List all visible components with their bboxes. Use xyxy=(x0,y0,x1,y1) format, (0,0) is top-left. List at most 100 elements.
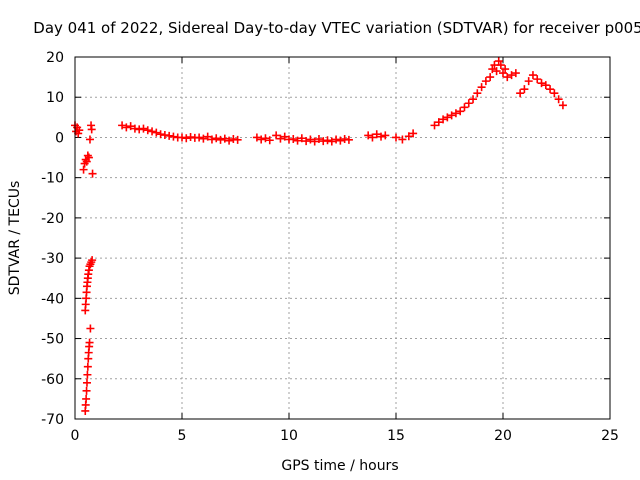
data-point xyxy=(336,136,345,145)
data-point xyxy=(86,324,95,333)
data-point xyxy=(469,95,478,104)
data-point xyxy=(261,134,270,143)
data-point xyxy=(528,71,537,80)
data-point xyxy=(143,126,152,135)
data-point xyxy=(516,89,525,98)
data-point xyxy=(182,134,191,143)
data-point xyxy=(392,133,400,142)
data-point xyxy=(499,69,507,78)
data-point xyxy=(409,129,418,138)
data-point xyxy=(306,135,315,144)
x-tick-label: 10 xyxy=(280,428,298,444)
data-point xyxy=(126,122,135,131)
data-point xyxy=(83,370,92,379)
data-point xyxy=(511,69,520,78)
y-tick-label: 20 xyxy=(46,50,64,66)
data-point xyxy=(486,73,495,82)
x-axis-label: GPS time / hours xyxy=(281,458,398,474)
data-point xyxy=(118,121,127,130)
x-tick-label: 25 xyxy=(601,428,619,444)
data-point xyxy=(501,65,510,74)
data-point xyxy=(88,256,97,265)
data-point xyxy=(212,134,221,143)
y-tick-label: -40 xyxy=(41,291,64,307)
data-point xyxy=(130,124,139,133)
data-point xyxy=(233,135,242,144)
data-point xyxy=(507,71,516,80)
data-point xyxy=(492,67,501,76)
data-point xyxy=(398,135,407,144)
data-point xyxy=(156,130,165,139)
data-point xyxy=(252,133,261,142)
tick-labels: 0 5 10 15 20 25 -70 -60 -50 -40 -30 -20 -10 0 10 20 xyxy=(41,50,619,444)
x-tick-label: 20 xyxy=(494,428,512,444)
data-point xyxy=(447,111,456,120)
data-point xyxy=(82,386,91,395)
y-tick-label: -10 xyxy=(41,171,64,187)
data-point xyxy=(229,135,238,144)
data-point xyxy=(203,132,212,141)
data-point xyxy=(558,101,567,110)
y-tick-label: -50 xyxy=(41,332,64,348)
data-point xyxy=(332,135,341,144)
data-point xyxy=(178,133,186,142)
x-tick-label: 5 xyxy=(178,428,187,444)
x-tick-label: 0 xyxy=(71,428,80,444)
y-axis-label: SDTVAR / TECUs xyxy=(7,181,23,296)
data-point xyxy=(310,137,319,146)
data-point xyxy=(293,136,302,145)
data-point xyxy=(85,135,94,144)
data-point xyxy=(160,131,169,140)
data-point xyxy=(169,132,178,141)
data-point xyxy=(340,135,349,144)
data-point xyxy=(272,131,281,140)
data-point xyxy=(297,134,306,143)
axis-ticks xyxy=(74,56,611,420)
data-point xyxy=(220,134,229,143)
data-point xyxy=(488,65,497,74)
data-point xyxy=(554,95,563,104)
data-point xyxy=(550,89,559,98)
data-point xyxy=(122,123,131,132)
data-point xyxy=(85,338,94,347)
data-point xyxy=(537,79,546,88)
data-point xyxy=(195,133,204,142)
data-point xyxy=(82,378,91,387)
data-point xyxy=(207,135,216,144)
data-point xyxy=(79,165,88,174)
data-point xyxy=(503,73,512,82)
data-point xyxy=(280,132,289,141)
data-point xyxy=(377,132,386,141)
data-point xyxy=(524,77,533,86)
data-point xyxy=(314,135,323,144)
data-point xyxy=(327,137,336,146)
data-point xyxy=(289,135,298,144)
data-point xyxy=(135,125,144,134)
data-point xyxy=(368,133,377,142)
data-point xyxy=(323,136,332,145)
data-point xyxy=(165,131,174,140)
data-point xyxy=(464,99,473,108)
data-point xyxy=(265,136,274,145)
data-point xyxy=(443,113,452,122)
data-point xyxy=(225,136,234,145)
data-point xyxy=(186,133,195,142)
data-point xyxy=(87,125,96,134)
data-point xyxy=(404,132,413,141)
data-point xyxy=(430,121,439,130)
x-tick-label: 15 xyxy=(387,428,405,444)
data-point xyxy=(434,118,443,127)
data-point xyxy=(496,61,505,70)
data-point xyxy=(533,75,542,84)
chart-title: Day 041 of 2022, Sidereal Day-to-day VTE… xyxy=(33,19,640,37)
data-point xyxy=(319,137,328,146)
data-point xyxy=(257,135,266,144)
y-tick-label: 10 xyxy=(46,90,64,106)
data-point xyxy=(494,57,503,66)
data-point xyxy=(199,134,208,143)
data-point xyxy=(439,115,448,124)
data-point xyxy=(75,126,84,135)
data-point xyxy=(139,124,148,133)
data-point xyxy=(481,77,490,86)
data-point xyxy=(477,83,486,92)
